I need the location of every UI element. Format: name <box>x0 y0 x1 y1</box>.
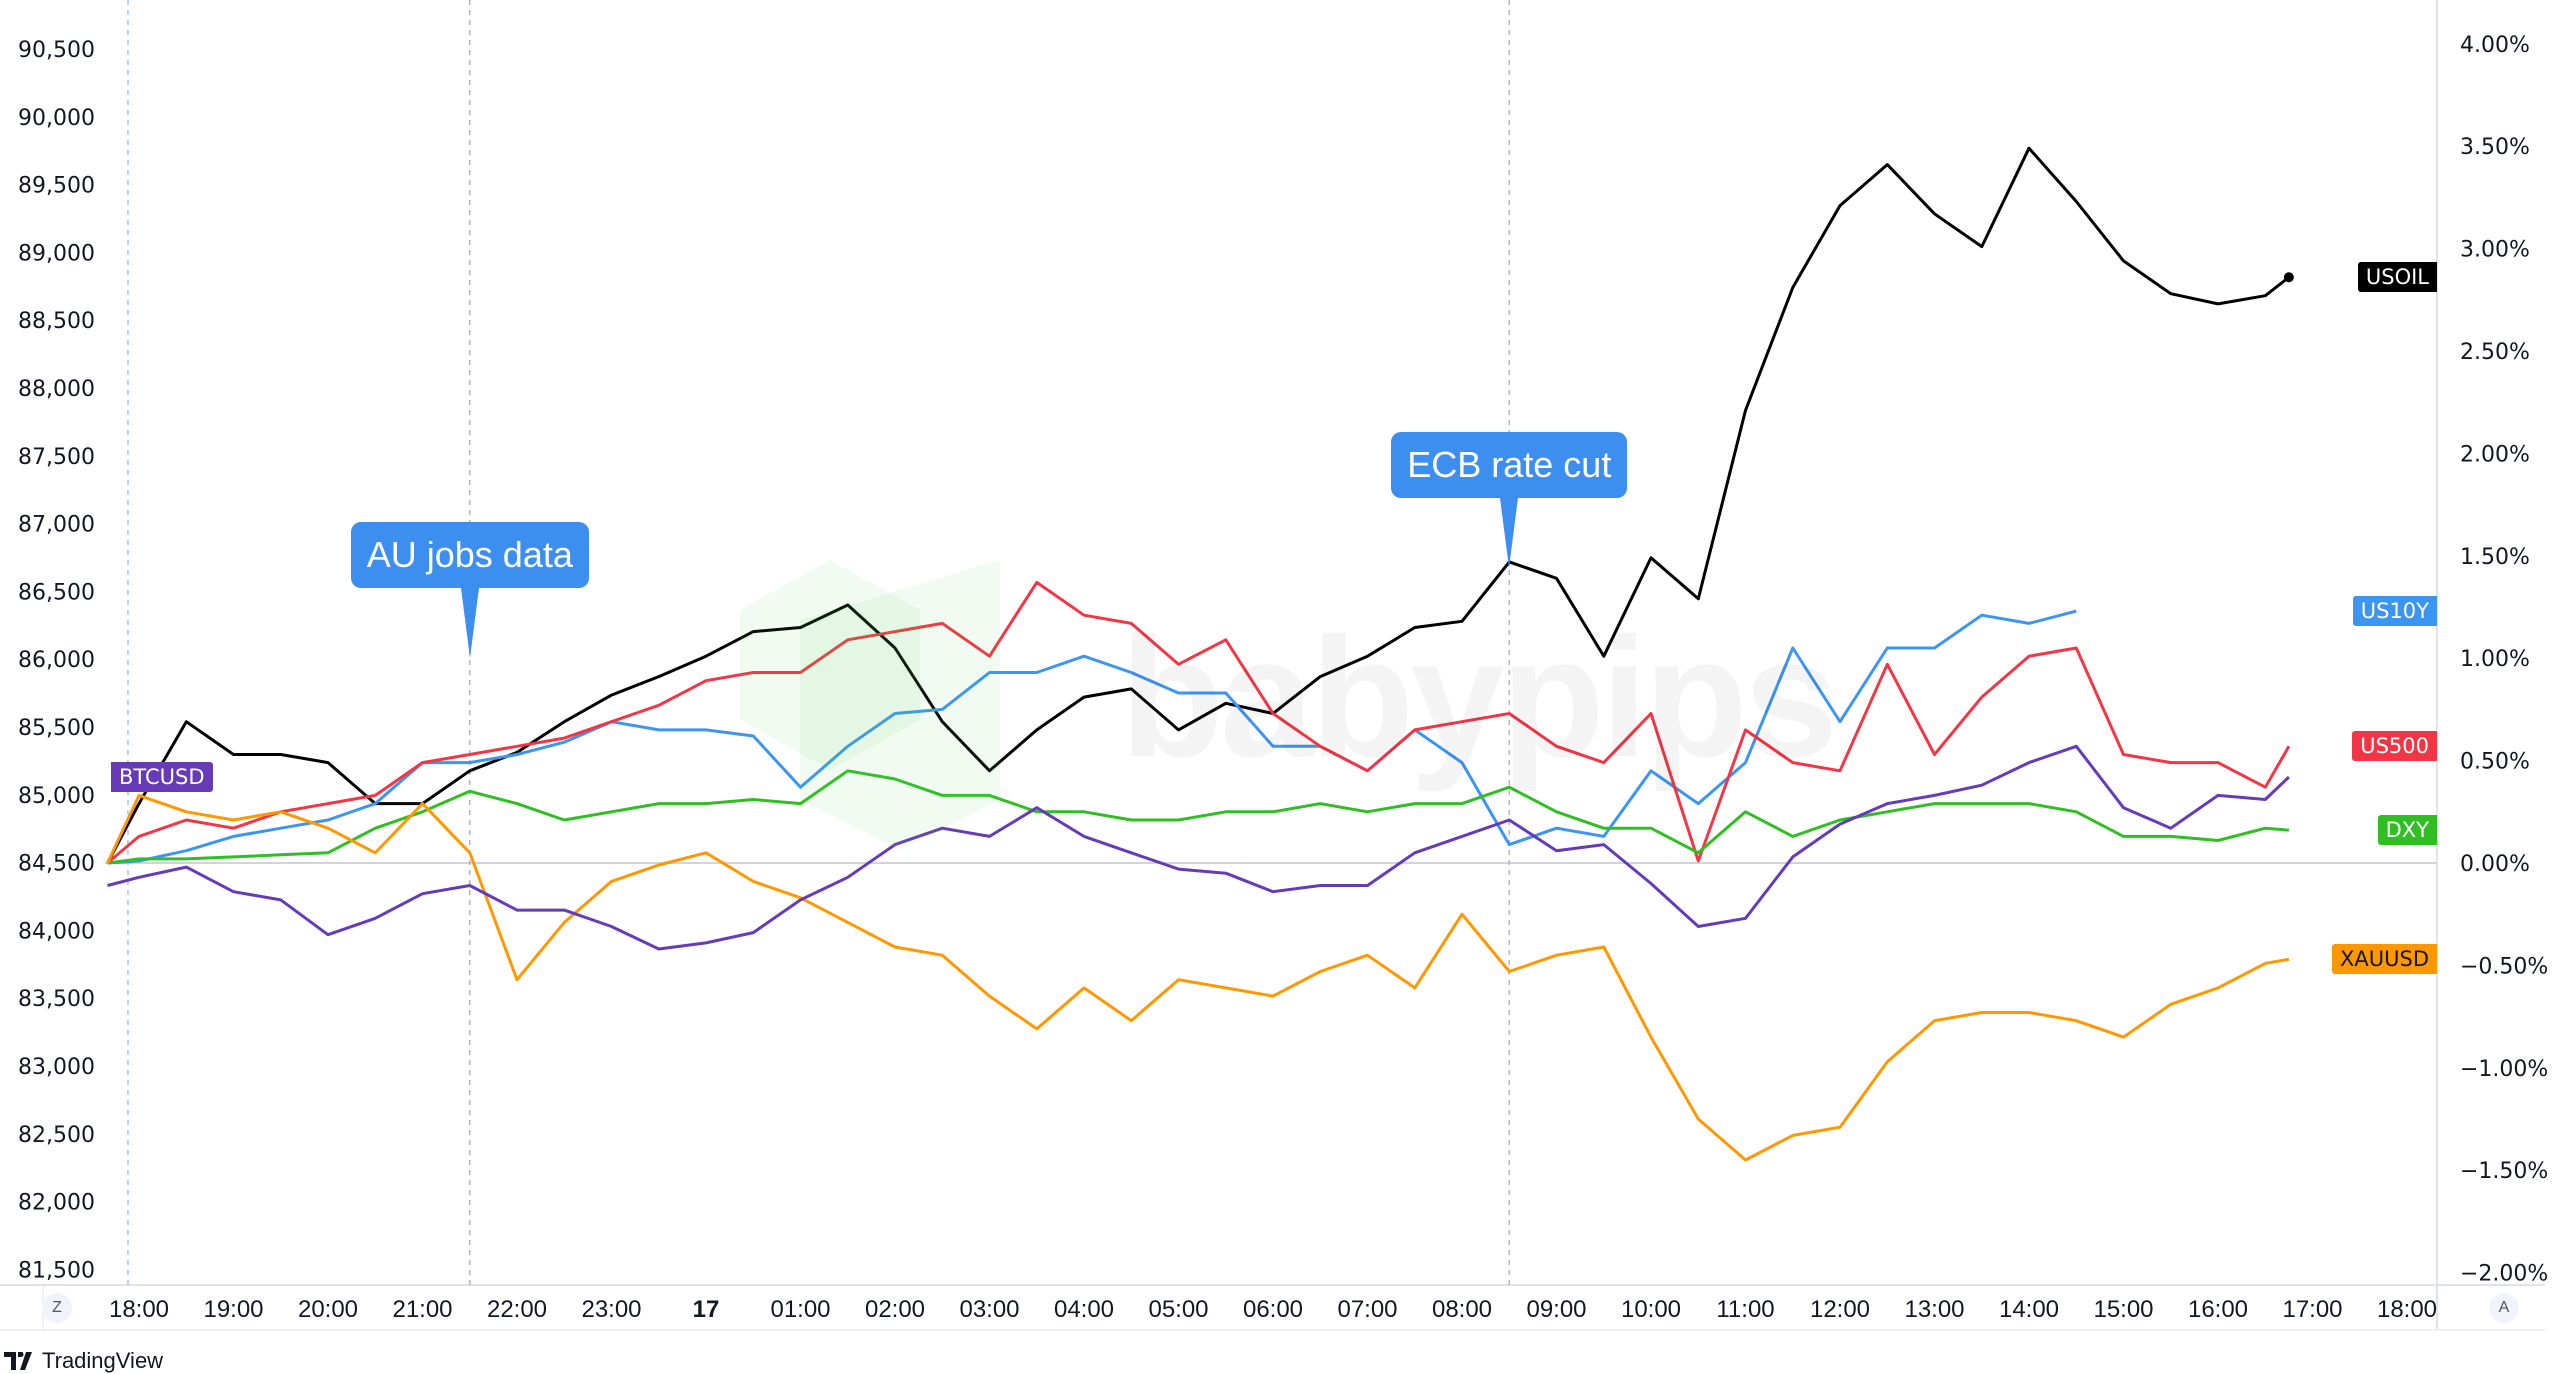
left-axis-tick-label: 81,500 <box>18 1258 95 1283</box>
series-line-dxy <box>107 769 2290 865</box>
series-us500 <box>106 580 2291 865</box>
right-axis-tick-label: 2.00% <box>2460 442 2530 467</box>
series-label-xauusd: XAUUSD <box>2332 944 2437 975</box>
time-axis-tick-label: 18:00 <box>2377 1296 2437 1323</box>
time-axis-tick-label: 22:00 <box>487 1296 547 1323</box>
time-axis-tick-label: 01:00 <box>770 1296 830 1323</box>
last-value-dot <box>2283 272 2294 283</box>
time-axis-tick-label: 17 <box>693 1296 720 1323</box>
right-axis-tick-label: 4.00% <box>2460 33 2530 58</box>
left-axis-tick-label: 86,000 <box>18 648 95 673</box>
series-usoil <box>106 146 2294 864</box>
series-xauusd <box>106 793 2290 1162</box>
right-axis-tick-label: 0.50% <box>2460 750 2530 775</box>
series-line-btcusd <box>107 744 2290 951</box>
right-axis-tick-label: 3.00% <box>2460 238 2530 263</box>
time-axis-tick-label: 08:00 <box>1432 1296 1492 1323</box>
left-axis-tick-label: 82,500 <box>18 1123 95 1148</box>
auto-scale-left-button[interactable]: Z <box>42 1293 72 1323</box>
watermark: babypips <box>1120 600 1838 796</box>
series-btcusd <box>107 744 2290 951</box>
time-axis-tick-label: 18:00 <box>109 1296 169 1323</box>
annotation-bubble[interactable]: ECB rate cut <box>1391 432 1628 568</box>
right-axis-tick-label: 0.00% <box>2460 852 2530 877</box>
time-axis-tick-label: 16:00 <box>2188 1296 2248 1323</box>
left-axis-tick-label: 88,000 <box>18 377 95 402</box>
time-axis-tick-label: 07:00 <box>1337 1296 1397 1323</box>
left-axis-tick-label: 83,000 <box>18 1055 95 1080</box>
right-axis-tick-label: 1.00% <box>2460 647 2530 672</box>
tradingview-icon <box>4 1352 32 1370</box>
series-dxy <box>107 769 2290 865</box>
tradingview-logo[interactable]: TradingView <box>4 1348 163 1374</box>
left-axis-tick-label: 89,500 <box>18 174 95 199</box>
time-axis-tick-label: 12:00 <box>1810 1296 1870 1323</box>
left-axis-tick-label: 87,500 <box>18 445 95 470</box>
left-axis-tick-label: 85,000 <box>18 784 95 809</box>
left-axis-tick-label: 83,500 <box>18 987 95 1012</box>
time-axis-tick-label: 02:00 <box>865 1296 925 1323</box>
time-axis-tick-label: 17:00 <box>2282 1296 2342 1323</box>
left-axis-tick-label: 87,000 <box>18 513 95 538</box>
time-axis-tick-label: 13:00 <box>1904 1296 1964 1323</box>
time-axis-tick-label: 04:00 <box>1054 1296 1114 1323</box>
time-axis-tick-label: 06:00 <box>1243 1296 1303 1323</box>
series-label-dxy: DXY <box>2377 815 2437 846</box>
right-axis-tick-label: −0.50% <box>2460 954 2548 979</box>
right-axis-tick-label: −1.50% <box>2460 1159 2548 1184</box>
series-label-btcusd: BTCUSD <box>111 761 213 792</box>
series-label-usoil: USOIL <box>2357 262 2437 293</box>
time-axis-tick-label: 15:00 <box>2093 1296 2153 1323</box>
left-axis-tick-label: 85,500 <box>18 716 95 741</box>
time-axis-tick-label: 21:00 <box>392 1296 452 1323</box>
left-axis-tick-label: 88,500 <box>18 309 95 334</box>
series-label-us500: US500 <box>2352 731 2437 762</box>
time-axis-tick-label: 19:00 <box>203 1296 263 1323</box>
left-axis-tick-label: 89,000 <box>18 241 95 266</box>
series-label-us10y: US10Y <box>2352 596 2437 627</box>
left-axis-tick-label: 86,500 <box>18 580 95 605</box>
right-axis-tick-label: 1.50% <box>2460 545 2530 570</box>
watermark-hexagon-icon <box>800 560 1000 850</box>
left-axis-tick-label: 90,500 <box>18 38 95 63</box>
time-axis-tick-label: 11:00 <box>1716 1296 1774 1323</box>
annotation-bubble[interactable]: AU jobs data <box>350 522 589 658</box>
left-axis-tick-label: 90,000 <box>18 106 95 131</box>
time-axis-tick-label: 05:00 <box>1148 1296 1208 1323</box>
series-line-usoil <box>106 146 2290 864</box>
auto-scale-right-button[interactable]: A <box>2489 1293 2519 1323</box>
right-axis-tick-label: −1.00% <box>2460 1057 2548 1082</box>
right-axis-tick-label: 2.50% <box>2460 340 2530 365</box>
time-axis-tick-label: 03:00 <box>959 1296 1019 1323</box>
right-axis-tick-label: −2.00% <box>2460 1262 2548 1287</box>
time-axis-tick-label: 14:00 <box>1999 1296 2059 1323</box>
watermark-hexagon-icon <box>740 560 920 770</box>
tradingview-label: TradingView <box>42 1348 164 1373</box>
left-axis-tick-label: 82,000 <box>18 1191 95 1216</box>
time-axis-tick-label: 09:00 <box>1526 1296 1586 1323</box>
right-axis-tick-label: 3.50% <box>2460 135 2530 160</box>
series-line-xauusd <box>106 793 2290 1162</box>
time-axis-tick-label: 20:00 <box>298 1296 358 1323</box>
time-axis-tick-label: 23:00 <box>581 1296 641 1323</box>
time-axis-tick-label: 10:00 <box>1621 1296 1681 1323</box>
left-axis-tick-label: 84,000 <box>18 919 95 944</box>
series-line-us500 <box>106 580 2291 865</box>
left-axis-tick-label: 84,500 <box>18 852 95 877</box>
